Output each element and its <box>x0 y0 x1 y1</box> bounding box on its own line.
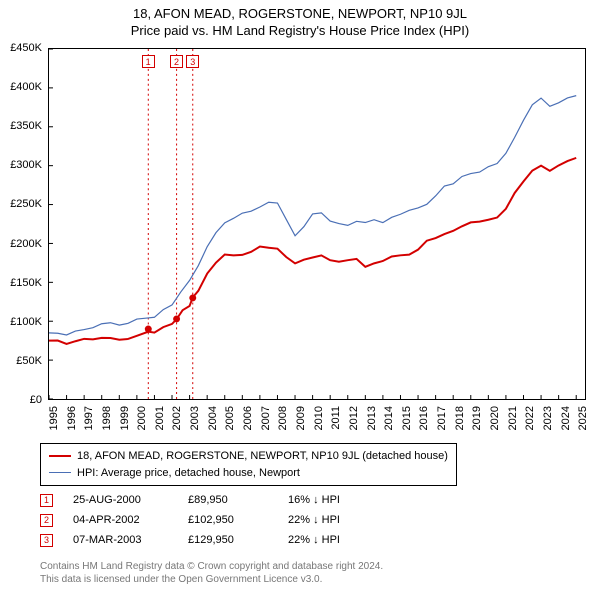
series-property <box>49 158 576 344</box>
y-tick-label: £250K <box>10 198 42 210</box>
x-tick-label: 2017 <box>436 406 448 430</box>
x-tick-label: 2025 <box>577 406 589 430</box>
sale-marker-price: £102,950 <box>188 514 288 526</box>
y-tick-label: £350K <box>10 120 42 132</box>
x-tick-label: 2003 <box>189 406 201 430</box>
x-axis-labels: 1995 1996 1997 1998 1999 2000 2001 2002 2003 2004… <box>48 400 586 440</box>
title-subtitle: Price paid vs. HM Land Registry's House … <box>0 23 600 40</box>
sale-marker-box: 1 <box>40 494 53 507</box>
series-hpi <box>49 96 576 335</box>
sale-marker-box: 2 <box>40 514 53 527</box>
x-tick-label: 2019 <box>471 406 483 430</box>
chart-svg <box>49 49 585 399</box>
x-tick-label: 1999 <box>119 406 131 430</box>
legend-label: 18, AFON MEAD, ROGERSTONE, NEWPORT, NP10… <box>77 448 448 465</box>
x-tick-label: 2020 <box>489 406 501 430</box>
x-tick-label: 2009 <box>295 406 307 430</box>
footer-line1: Contains HM Land Registry data © Crown c… <box>40 560 383 573</box>
y-tick-label: £450K <box>10 42 42 54</box>
legend-row: 18, AFON MEAD, ROGERSTONE, NEWPORT, NP10… <box>49 448 448 465</box>
sale-marker-box: 3 <box>40 534 53 547</box>
y-tick-label: £50K <box>16 355 42 367</box>
x-tick-label: 2005 <box>224 406 236 430</box>
y-tick-label: £400K <box>10 81 42 93</box>
footer-line2: This data is licensed under the Open Gov… <box>40 573 383 586</box>
x-tick-label: 2007 <box>260 406 272 430</box>
legend-row: HPI: Average price, detached house, Newp… <box>49 465 448 482</box>
chart-title: 18, AFON MEAD, ROGERSTONE, NEWPORT, NP10… <box>0 0 600 40</box>
title-address: 18, AFON MEAD, ROGERSTONE, NEWPORT, NP10… <box>0 6 600 23</box>
sale-markers-table: 1 25-AUG-2000£89,95016% ↓ HPI 2 04-APR-2002… <box>40 490 340 550</box>
sale-marker-pct: 22% ↓ HPI <box>288 534 340 546</box>
x-tick-label: 2021 <box>507 406 519 430</box>
x-tick-label: 2010 <box>313 406 325 430</box>
x-tick-label: 2000 <box>136 406 148 430</box>
sale-marker-row: 2 04-APR-2002£102,95022% ↓ HPI <box>40 510 340 530</box>
x-tick-label: 2018 <box>454 406 466 430</box>
x-tick-label: 2023 <box>542 406 554 430</box>
y-tick-label: £100K <box>10 316 42 328</box>
x-tick-label: 1996 <box>66 406 78 430</box>
sale-marker-row: 3 07-MAR-2003£129,95022% ↓ HPI <box>40 530 340 550</box>
chart-marker-1: 1 <box>142 55 155 68</box>
chart-legend: 18, AFON MEAD, ROGERSTONE, NEWPORT, NP10… <box>40 443 457 486</box>
sale-marker-price: £129,950 <box>188 534 288 546</box>
x-tick-label: 2004 <box>207 406 219 430</box>
x-tick-label: 1998 <box>101 406 113 430</box>
sale-marker-date: 04-APR-2002 <box>73 514 188 526</box>
sale-marker-date: 25-AUG-2000 <box>73 494 188 506</box>
x-tick-label: 2014 <box>383 406 395 430</box>
chart-footer: Contains HM Land Registry data © Crown c… <box>40 560 383 586</box>
y-tick-label: £200K <box>10 238 42 250</box>
sale-marker-pct: 16% ↓ HPI <box>288 494 340 506</box>
y-tick-label: £0 <box>30 394 42 406</box>
sale-marker-price: £89,950 <box>188 494 288 506</box>
x-tick-label: 2006 <box>242 406 254 430</box>
sale-marker-pct: 22% ↓ HPI <box>288 514 340 526</box>
legend-label: HPI: Average price, detached house, Newp… <box>77 465 300 482</box>
chart-marker-3: 3 <box>186 55 199 68</box>
sale-marker-date: 07-MAR-2003 <box>73 534 188 546</box>
chart-marker-2: 2 <box>170 55 183 68</box>
x-tick-label: 1997 <box>83 406 95 430</box>
legend-swatch <box>49 472 71 473</box>
y-tick-label: £300K <box>10 159 42 171</box>
x-tick-label: 2024 <box>560 406 572 430</box>
x-tick-label: 2013 <box>366 406 378 430</box>
x-tick-label: 2002 <box>171 406 183 430</box>
x-tick-label: 2012 <box>348 406 360 430</box>
x-tick-label: 2008 <box>277 406 289 430</box>
legend-swatch <box>49 455 71 457</box>
y-tick-label: £150K <box>10 277 42 289</box>
y-axis-labels: £0£50K£100K£150K£200K£250K£300K£350K£400… <box>0 48 44 400</box>
x-tick-label: 2016 <box>418 406 430 430</box>
x-tick-label: 1995 <box>48 406 60 430</box>
x-tick-label: 2022 <box>524 406 536 430</box>
x-tick-label: 2015 <box>401 406 413 430</box>
x-tick-label: 2001 <box>154 406 166 430</box>
x-tick-label: 2011 <box>330 406 342 430</box>
sale-marker-row: 1 25-AUG-2000£89,95016% ↓ HPI <box>40 490 340 510</box>
chart-plot-area: 1 23 <box>48 48 586 400</box>
